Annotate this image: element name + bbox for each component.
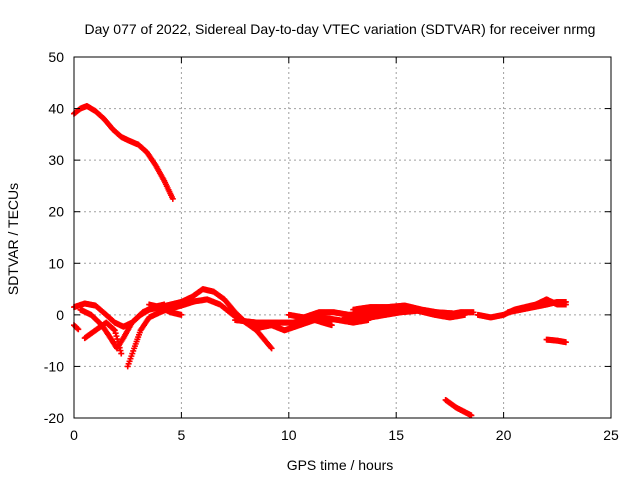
data-point	[169, 195, 176, 202]
data-point	[111, 327, 118, 334]
x-tick-label: 10	[281, 427, 297, 443]
x-axis-label: GPS time / hours	[287, 457, 394, 473]
x-tick-label: 15	[388, 427, 404, 443]
series-seg-low	[442, 396, 475, 419]
data-point	[461, 311, 468, 318]
data-point	[328, 322, 335, 329]
series-track-e	[146, 286, 275, 352]
y-tick-label: 0	[56, 307, 64, 323]
y-axis-label: SDTVAR / TECUs	[5, 183, 21, 295]
data-point	[112, 330, 119, 337]
data-point	[449, 310, 456, 317]
x-tick-label: 5	[178, 427, 186, 443]
plot-frame	[73, 56, 612, 419]
series-high-arc	[71, 102, 176, 202]
chart-title: Day 077 of 2022, Sidereal Day-to-day VTE…	[85, 21, 596, 37]
data-point	[470, 309, 477, 316]
data-point	[113, 333, 120, 340]
data-point	[75, 326, 82, 333]
x-tick-label: 25	[603, 427, 619, 443]
data-point	[115, 338, 122, 345]
grid-lines	[74, 57, 611, 418]
y-tick-label: 10	[48, 255, 64, 271]
series-track-c	[81, 319, 125, 357]
data-point	[562, 298, 569, 305]
series-seg-late	[543, 336, 569, 346]
y-tick-label: 40	[48, 101, 64, 117]
x-tick-label: 20	[496, 427, 512, 443]
data-point	[74, 325, 81, 332]
data-point	[114, 336, 121, 343]
data-point	[267, 344, 274, 351]
data-point	[118, 350, 125, 357]
data-point	[115, 341, 122, 348]
data-point	[117, 347, 124, 354]
data-points	[71, 102, 569, 419]
x-tick-label: 0	[70, 427, 78, 443]
series-track-j	[350, 302, 456, 317]
series-seg-neg-early	[71, 322, 82, 333]
y-tick-label: 20	[48, 204, 64, 220]
data-point	[116, 344, 123, 351]
y-tick-label: -20	[44, 410, 64, 426]
y-tick-label: -10	[44, 358, 64, 374]
data-point	[468, 412, 475, 419]
data-point	[268, 345, 275, 352]
axis-ticks: 0 5 10 15 20 25 -20 -10 0 10 20 30 40 50	[44, 49, 619, 443]
data-point	[178, 311, 185, 318]
y-tick-label: 30	[48, 152, 64, 168]
data-point	[562, 339, 569, 346]
y-tick-label: 50	[48, 49, 64, 65]
series-track-l	[504, 298, 569, 316]
